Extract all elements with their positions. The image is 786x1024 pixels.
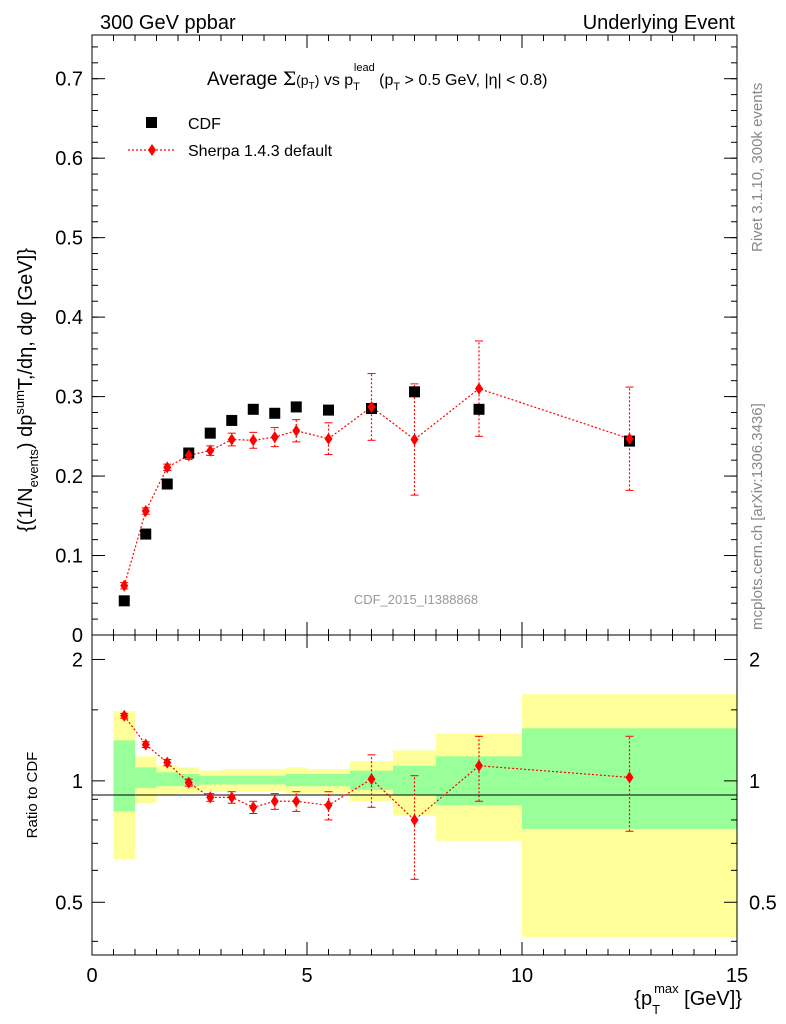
header-right: Underlying Event xyxy=(583,12,736,34)
main-ylabel: {(1/Nevents) dpsumT,/dη, dφ [GeV]} xyxy=(12,248,41,532)
ratio-point xyxy=(249,801,258,814)
ratio-point xyxy=(292,795,301,808)
main-ytick-label: 0.5 xyxy=(55,228,83,250)
title-sigma: Σ xyxy=(283,68,296,90)
ratio-point xyxy=(163,756,172,769)
cdf-point xyxy=(226,414,238,426)
ratio-band-inner xyxy=(135,767,157,789)
ratio-point xyxy=(227,791,236,804)
title-range: > 0.5 GeV, |η| < 0.8) xyxy=(400,72,547,89)
legend-label-sherpa: Sherpa 1.4.3 default xyxy=(188,143,333,160)
sherpa-point xyxy=(141,505,150,518)
ratio-ytick-label-left: 0.5 xyxy=(55,892,83,914)
cdf-point xyxy=(409,386,420,398)
analysis-watermark: CDF_2015_I1388868 xyxy=(354,592,478,607)
ratio-ytick-label-right: 2 xyxy=(749,649,760,671)
cdf-point xyxy=(473,403,485,415)
ratio-band-inner xyxy=(307,774,350,787)
ratio-ylabel: Ratio to CDF xyxy=(24,752,41,839)
header-left: 300 GeV ppbar xyxy=(100,12,236,34)
ratio-band-inner xyxy=(264,775,286,785)
ratio-band-inner xyxy=(285,774,307,787)
sherpa-point xyxy=(625,432,634,445)
ratio-ytick-label-left: 2 xyxy=(72,649,83,671)
legend-marker-sherpa xyxy=(148,144,156,156)
ratio-panel: 0.5 0.5 1 1 2 2 0 5 10 15 xyxy=(55,634,777,987)
ratio-line xyxy=(123,715,630,821)
main-ytick-label: 0.4 xyxy=(55,307,83,329)
ratio-point xyxy=(625,771,634,784)
main-marks xyxy=(118,340,635,607)
ratio-marks xyxy=(120,709,634,880)
ratio-ytick-label-right: 0.5 xyxy=(749,892,777,914)
ratio-band-inner xyxy=(113,740,135,812)
ratio-point xyxy=(367,773,376,786)
cdf-point xyxy=(161,478,173,490)
cdf-point xyxy=(290,401,302,413)
main-panel: 0 0.1 0.2 0.3 0.4 0.5 0.6 0.7 xyxy=(55,34,738,647)
title-tail: (p xyxy=(375,72,394,89)
ratio-point xyxy=(184,776,193,789)
main-ytick-label: 0.2 xyxy=(55,466,83,488)
main-ytick-label: 0.3 xyxy=(55,387,83,409)
ratio-band-inner xyxy=(242,775,264,785)
cdf-point xyxy=(247,403,259,415)
sherpa-point xyxy=(120,579,129,592)
ratio-band-inner xyxy=(221,775,243,785)
ratio-point xyxy=(410,813,419,826)
ratio-point xyxy=(206,791,215,804)
ratio-xtick-label: 15 xyxy=(726,965,748,987)
cdf-point xyxy=(140,528,152,540)
ratio-xtick-label: 0 xyxy=(86,965,97,987)
sherpa-point xyxy=(324,432,333,445)
ratio-point xyxy=(141,738,150,751)
ratio-point xyxy=(120,709,129,722)
ratio-ytick-label-right: 1 xyxy=(749,771,760,793)
ratio-point xyxy=(270,795,279,808)
ratio-band-inner xyxy=(199,775,221,785)
sherpa-point xyxy=(227,433,236,446)
sherpa-point xyxy=(184,449,193,462)
main-ytick-label: 0.6 xyxy=(55,148,83,170)
cdf-point xyxy=(323,404,334,416)
legend-label-cdf: CDF xyxy=(188,116,221,133)
sherpa-point xyxy=(292,424,301,437)
ratio-ytick-label-left: 1 xyxy=(72,771,83,793)
ratio-point xyxy=(324,799,333,812)
sherpa-point xyxy=(410,433,419,446)
cdf-point xyxy=(269,407,281,419)
sherpa-line xyxy=(123,387,630,586)
title-sigma-arg: (pT) xyxy=(296,72,319,92)
sherpa-point xyxy=(163,461,172,474)
rivet-label: Rivet 3.1.10, 300k events xyxy=(749,83,766,252)
sherpa-point xyxy=(206,444,215,457)
legend: CDF Sherpa 1.4.3 default xyxy=(128,116,333,160)
title-plead: pTlead xyxy=(344,62,374,93)
ratio-bands xyxy=(113,694,737,938)
title-mid: vs xyxy=(319,72,344,89)
sherpa-point xyxy=(475,382,483,395)
main-ytick-label: 0 xyxy=(72,625,83,647)
sherpa-point xyxy=(249,434,258,447)
sherpa-point xyxy=(270,431,279,444)
title-t-sub: T xyxy=(393,81,400,93)
ratio-xtick-label: 10 xyxy=(511,965,533,987)
main-ytick-label: 0.1 xyxy=(55,546,83,568)
main-ytick-label: 0.7 xyxy=(55,69,83,91)
cdf-point xyxy=(118,595,130,607)
ratio-ticks: 0.5 0.5 1 1 2 2 0 5 10 15 xyxy=(55,635,777,987)
cdf-point xyxy=(204,427,216,439)
sherpa-point xyxy=(367,400,376,413)
mcplots-label: mcplots.cern.ch [arXiv:1306.3436] xyxy=(749,403,766,630)
title-prefix: Average xyxy=(207,69,283,90)
plot-title: Average Σ(pT) vs pTlead (pT > 0.5 GeV, |… xyxy=(207,62,547,93)
ratio-band-inner xyxy=(156,772,178,787)
main-ticks: 0 0.1 0.2 0.3 0.4 0.5 0.6 0.7 xyxy=(55,35,738,647)
legend-marker-cdf xyxy=(146,117,157,128)
ratio-point xyxy=(475,759,483,772)
ratio-xtick-label: 5 xyxy=(301,965,312,987)
